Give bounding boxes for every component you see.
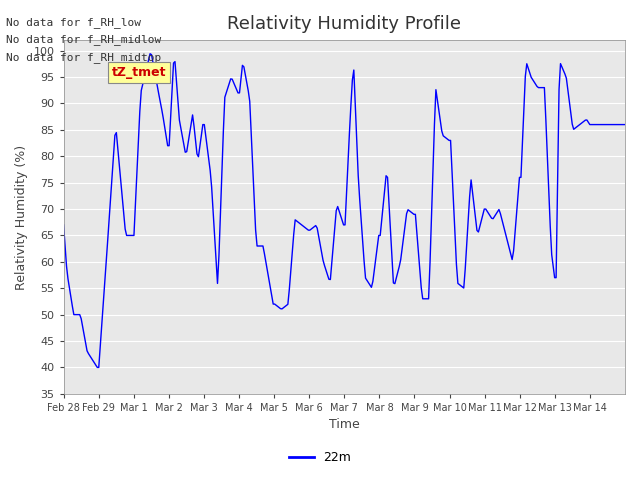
Text: No data for f_RH_midlow: No data for f_RH_midlow	[6, 35, 162, 46]
Text: No data for f_RH_midtop: No data for f_RH_midtop	[6, 52, 162, 63]
Text: tZ_tmet: tZ_tmet	[112, 66, 166, 79]
X-axis label: Time: Time	[329, 419, 360, 432]
Legend: 22m: 22m	[284, 446, 356, 469]
Y-axis label: Relativity Humidity (%): Relativity Humidity (%)	[15, 144, 28, 289]
Text: No data for f_RH_low: No data for f_RH_low	[6, 17, 141, 28]
Title: Relativity Humidity Profile: Relativity Humidity Profile	[227, 15, 461, 33]
